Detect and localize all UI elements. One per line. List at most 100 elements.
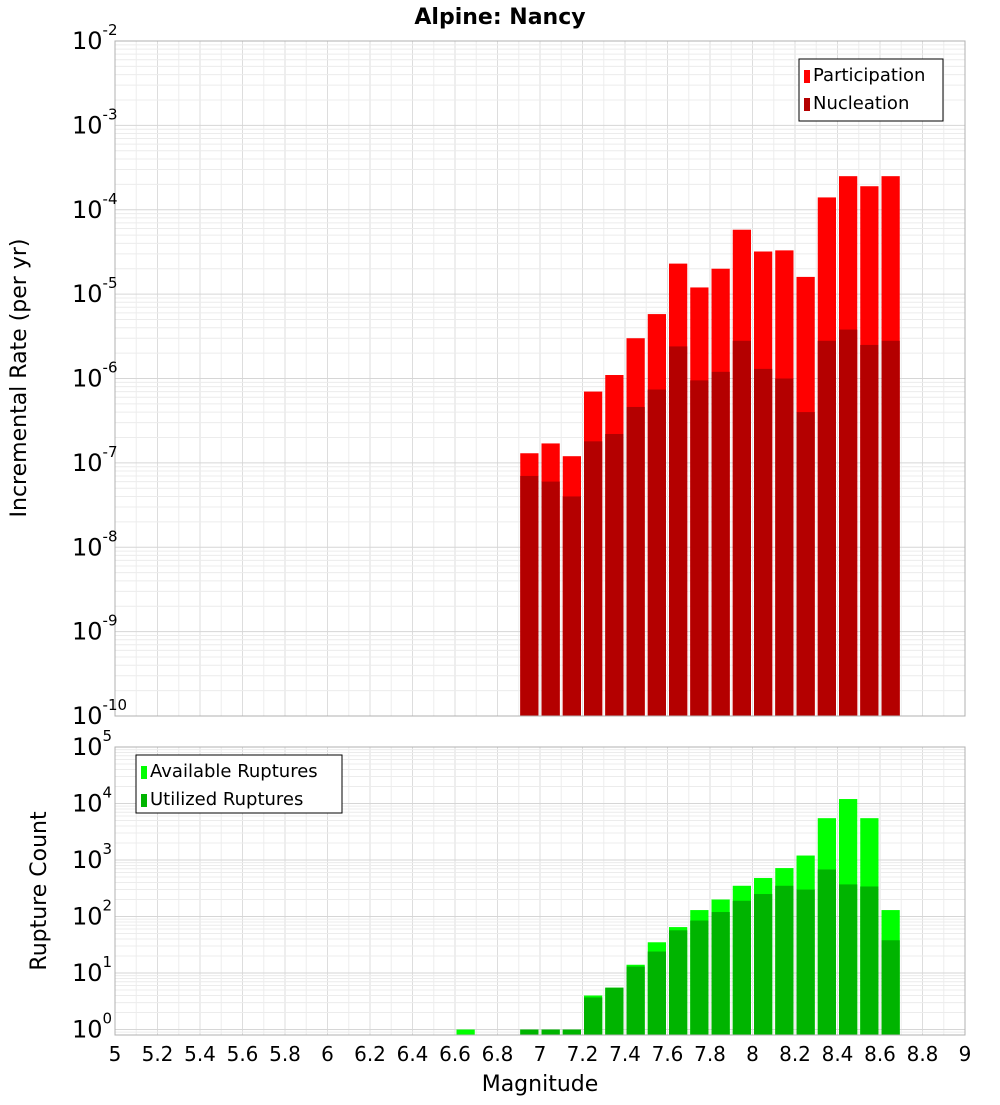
count-bar-utilized-ruptures — [647, 951, 666, 1035]
tick-exponent: -8 — [103, 527, 118, 545]
x-tick-label: 7.4 — [609, 1042, 641, 1066]
count-bar-utilized-ruptures — [711, 912, 730, 1035]
rate-bar-nucleation — [817, 340, 836, 716]
rate-bar-nucleation — [839, 329, 858, 716]
tick-exponent: 3 — [103, 840, 113, 858]
count-bar-utilized-ruptures — [732, 900, 751, 1035]
tick-exponent: 5 — [103, 727, 113, 745]
x-tick-label: 6 — [321, 1042, 334, 1066]
count-bar-utilized-ruptures — [839, 884, 858, 1035]
rate-y-tick-label: 10-8 — [72, 527, 118, 561]
tick-exponent: -2 — [103, 21, 118, 39]
rate-legend-label: Participation — [813, 65, 925, 86]
rate-bar-nucleation — [881, 340, 900, 716]
count-y-tick-label: 103 — [72, 840, 112, 874]
x-tick-label: 6.2 — [354, 1042, 386, 1066]
tick-exponent: 4 — [103, 784, 113, 802]
x-tick-label: 6.4 — [397, 1042, 429, 1066]
rate-series-nucleation — [520, 329, 900, 716]
count-legend-label: Available Ruptures — [150, 761, 318, 782]
tick-base: 10 — [72, 702, 103, 730]
rate-legend-label: Nucleation — [813, 93, 909, 114]
tick-exponent: -10 — [103, 696, 128, 714]
count-grid — [114, 747, 966, 1036]
tick-base: 10 — [72, 533, 103, 561]
rate-bar-nucleation — [541, 481, 560, 716]
tick-exponent: -7 — [103, 443, 118, 461]
count-bar-utilized-ruptures — [690, 920, 709, 1035]
rate-y-tick-label: 10-5 — [72, 274, 118, 308]
count-frame — [114, 746, 966, 1036]
count-bar-available-ruptures — [456, 1029, 475, 1035]
tick-base: 10 — [72, 959, 103, 987]
tick-base: 10 — [72, 196, 103, 224]
x-tick-label: 7.6 — [652, 1042, 684, 1066]
count-bar-utilized-ruptures — [584, 997, 603, 1035]
count-bar-utilized-ruptures — [754, 894, 773, 1035]
rate-grid — [114, 41, 966, 717]
count-y-tick-label: 102 — [72, 897, 112, 931]
tick-exponent: 1 — [103, 953, 113, 971]
count-bar-utilized-ruptures — [817, 869, 836, 1035]
x-tick-label: 8.6 — [864, 1042, 896, 1066]
tick-exponent: -9 — [103, 612, 118, 630]
count-bar-utilized-ruptures — [775, 885, 794, 1035]
count-bar-utilized-ruptures — [520, 1029, 539, 1035]
rate-bar-nucleation — [690, 380, 709, 716]
rate-bar-nucleation — [647, 389, 666, 716]
chart-title: Alpine: Nancy — [414, 5, 585, 30]
tick-exponent: -5 — [103, 274, 118, 292]
count-legend-swatch — [141, 766, 147, 779]
x-tick-label: 7.8 — [694, 1042, 726, 1066]
rate-bar-nucleation — [732, 340, 751, 716]
rate-y-tick-label: 10-10 — [72, 696, 127, 730]
count-y-tick-label: 100 — [72, 1010, 112, 1044]
x-tick-label: 5.8 — [269, 1042, 301, 1066]
tick-base: 10 — [72, 111, 103, 139]
tick-base: 10 — [72, 618, 103, 646]
count-y-tick-label: 101 — [72, 953, 112, 987]
x-tick-label: 8.8 — [907, 1042, 939, 1066]
rate-y-tick-label: 10-7 — [72, 443, 118, 477]
count-bar-utilized-ruptures — [605, 987, 624, 1035]
rate-bar-nucleation — [584, 441, 603, 716]
tick-base: 10 — [72, 449, 103, 477]
count-y-axis-label: Rupture Count — [27, 811, 52, 971]
count-legend-label: Utilized Ruptures — [150, 789, 303, 810]
tick-exponent: -4 — [103, 190, 118, 208]
tick-exponent: 2 — [103, 897, 113, 915]
count-bar-utilized-ruptures — [796, 889, 815, 1035]
rate-legend-box — [798, 58, 944, 122]
rate-bar-nucleation — [796, 412, 815, 716]
rate-bar-nucleation — [860, 344, 879, 716]
count-bar-utilized-ruptures — [881, 940, 900, 1035]
tick-exponent: 0 — [103, 1010, 113, 1028]
count-bar-utilized-ruptures — [860, 886, 879, 1035]
tick-base: 10 — [72, 903, 103, 931]
rate-y-tick-label: 10-2 — [72, 21, 118, 55]
x-tick-label: 5.6 — [227, 1042, 259, 1066]
tick-base: 10 — [72, 27, 103, 55]
rate-bar-nucleation — [669, 346, 688, 716]
count-bar-utilized-ruptures — [541, 1029, 560, 1035]
rate-bar-nucleation — [605, 433, 624, 716]
x-tick-label: 8.4 — [822, 1042, 854, 1066]
x-tick-label: 6.8 — [482, 1042, 514, 1066]
x-tick-label: 8 — [746, 1042, 759, 1066]
x-tick-label: 6.6 — [439, 1042, 471, 1066]
x-tick-label: 5.4 — [184, 1042, 216, 1066]
tick-base: 10 — [72, 733, 103, 761]
rate-legend-swatch — [804, 70, 810, 83]
rate-y-tick-label: 10-9 — [72, 612, 118, 646]
tick-base: 10 — [72, 1016, 103, 1044]
rate-y-tick-label: 10-4 — [72, 190, 118, 224]
count-y-tick-label: 105 — [72, 727, 112, 761]
count-y-tick-label: 104 — [72, 784, 112, 818]
rate-bar-nucleation — [754, 368, 773, 716]
count-bar-utilized-ruptures — [626, 966, 645, 1035]
rate-frame — [114, 40, 966, 717]
rate-y-tick-label: 10-6 — [72, 359, 118, 393]
x-axis-label: Magnitude — [482, 1072, 599, 1097]
rate-bar-nucleation — [775, 378, 794, 716]
